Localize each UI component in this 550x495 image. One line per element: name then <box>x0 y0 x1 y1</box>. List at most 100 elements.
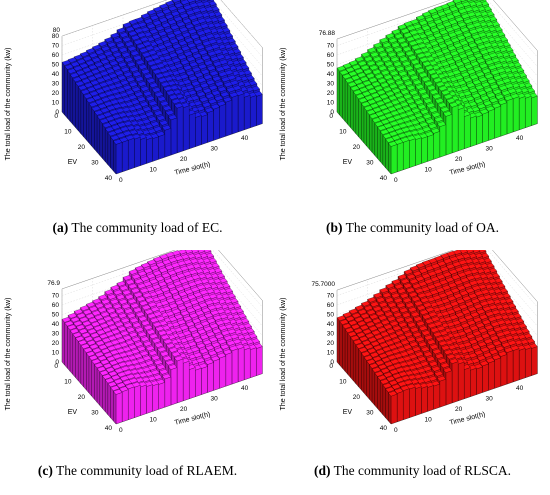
ev-tick-label: 40 <box>380 175 388 182</box>
bar-front <box>409 139 415 168</box>
bar-front <box>159 134 165 159</box>
z-tick-label: 20 <box>327 90 335 97</box>
z-tick-label: 10 <box>52 350 60 357</box>
bar-side <box>62 319 65 365</box>
bar-front <box>470 116 476 147</box>
caption-b: (b) The community load of OA. <box>275 220 550 236</box>
bar-front <box>183 361 189 401</box>
time-tick-label: 40 <box>241 385 249 392</box>
bar-front <box>208 362 214 392</box>
time-axis-label: Time slot(h) <box>174 411 211 427</box>
bar-front <box>116 142 122 174</box>
bar-front <box>201 366 207 394</box>
z-tick-label: 40 <box>52 321 60 328</box>
z-tick-label: 60 <box>327 52 335 59</box>
z-axis-label: The total load of the community (kw) <box>5 48 12 161</box>
bar-front <box>122 390 128 422</box>
z-tick-label: 70 <box>327 43 335 50</box>
bar-front <box>195 115 201 146</box>
ev-tick-label: 30 <box>366 160 374 167</box>
bar-front <box>189 368 195 399</box>
caption-text: The community load of EC. <box>71 220 222 235</box>
z-tick-label: 30 <box>52 81 60 88</box>
bar-front <box>177 359 183 403</box>
bar-front <box>452 105 458 153</box>
bar-side <box>100 121 103 159</box>
bar-front <box>513 97 519 132</box>
bar-side <box>65 323 68 368</box>
bar-front <box>208 111 214 143</box>
origin-tick-label: 0 <box>54 363 58 370</box>
bar-front <box>177 106 183 153</box>
z-max-label: 76.88 <box>319 30 336 37</box>
bar-side <box>78 342 81 384</box>
caption-text: The community load of RLAEM. <box>56 463 237 478</box>
bar-side <box>108 384 111 418</box>
bar-front <box>140 385 146 416</box>
bar-front <box>201 115 207 145</box>
z-tick-label: 10 <box>52 100 60 107</box>
origin-tick-label: 0 <box>54 113 58 120</box>
bar-side <box>361 104 364 143</box>
bar-front <box>238 94 244 132</box>
bar-front <box>165 128 171 157</box>
z-max-label: 76.9 <box>47 280 60 287</box>
ev-axis-label: EV <box>68 159 78 166</box>
bar-front <box>501 103 507 137</box>
caption-tag: (b) <box>326 220 343 235</box>
bar-side <box>92 361 95 399</box>
bar-front <box>153 137 159 162</box>
time-tick-label: 10 <box>150 167 158 174</box>
bar-front <box>397 142 403 172</box>
z-max-label: 80 <box>53 27 61 34</box>
bar-front <box>446 114 452 155</box>
bar-front <box>256 347 262 376</box>
caption-text: The community load of OA. <box>346 220 499 235</box>
bar-side <box>351 88 354 131</box>
bar-side <box>84 350 87 390</box>
bar-side <box>108 133 111 168</box>
bar-side <box>340 72 343 118</box>
ev-tick-label: 10 <box>339 129 347 136</box>
bar-side <box>345 330 348 375</box>
ev-tick-label: 40 <box>105 175 113 182</box>
ev-tick-label: 30 <box>91 160 99 167</box>
bar-front <box>422 137 428 164</box>
z-tick-label: 30 <box>52 331 60 338</box>
bar-side <box>103 376 106 411</box>
bar-side <box>113 141 116 174</box>
z-tick-label: 60 <box>52 52 60 59</box>
ev-tick-label: 30 <box>91 410 99 417</box>
bar-side <box>351 338 354 381</box>
ev-axis-label: EV <box>68 409 78 416</box>
bar-front <box>495 106 501 138</box>
z-tick-label: 50 <box>52 62 60 69</box>
bar-front <box>232 349 238 384</box>
bar-side <box>359 100 362 140</box>
bar-front <box>428 135 434 162</box>
bar-front <box>183 106 189 151</box>
bar-front <box>232 95 238 134</box>
z-tick-label: 70 <box>52 293 60 300</box>
z-tick-label: 70 <box>52 43 60 50</box>
bar-side <box>111 137 114 171</box>
bar-side <box>367 112 370 150</box>
bar-side <box>378 128 381 162</box>
bar-side <box>105 380 108 415</box>
bar-side <box>89 357 92 396</box>
bar-front <box>476 115 482 145</box>
ev-axis-label: EV <box>343 159 353 166</box>
caption-tag: (a) <box>53 220 69 235</box>
z-tick-label: 80 <box>52 33 60 40</box>
z-axis-label: The total load of the community (kw) <box>280 48 287 161</box>
bar-front <box>507 99 513 135</box>
bar-side <box>89 104 92 146</box>
bar-side <box>86 100 89 143</box>
caption-c: (c) The community load of RLAEM. <box>0 463 275 479</box>
bar-front <box>147 138 153 164</box>
